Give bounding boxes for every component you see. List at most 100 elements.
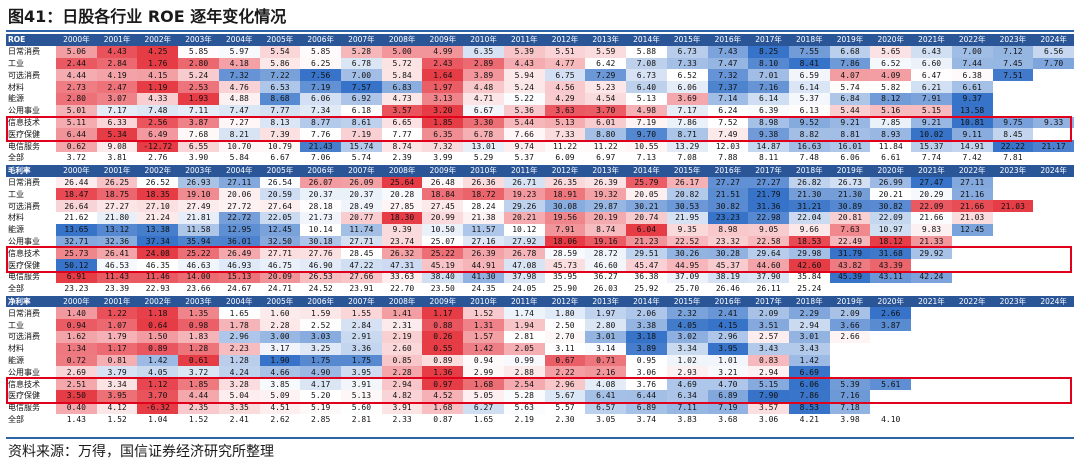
data-cell: 6.78 [341, 57, 382, 70]
data-cell: 8.61 [341, 116, 382, 129]
year-header: 2019年 [829, 164, 871, 177]
data-cell: 4.99 [422, 45, 464, 58]
data-cell [993, 343, 1034, 355]
year-header: 2008年 [381, 164, 423, 177]
data-cell: 3.51 [748, 319, 789, 331]
row-label: 医疗保健 [8, 391, 40, 401]
data-cell: 1.17 [422, 307, 464, 320]
data-cell [993, 378, 1034, 390]
data-cell [992, 413, 1034, 426]
data-cell: 4.44 [56, 69, 97, 82]
data-cell: 15.74 [341, 140, 382, 152]
data-cell: 7.33 [544, 128, 586, 141]
year-header: 2018年 [788, 295, 830, 308]
data-cell: 1.22 [96, 307, 138, 320]
data-cell: 30.18 [300, 235, 342, 248]
table-header-label: 净利率 [6, 295, 56, 308]
data-cell: 3.85 [259, 378, 301, 390]
data-cell: 2.28 [381, 366, 423, 379]
data-cell: 7.77 [259, 104, 301, 117]
data-cell: 2.81 [503, 330, 545, 343]
data-cell: 4.21 [788, 413, 830, 426]
data-cell: 7.48 [788, 151, 830, 164]
data-cell: 3.30 [463, 116, 504, 129]
data-cell [1033, 81, 1074, 93]
table-header-label: ROE [6, 34, 56, 46]
data-cell: 2.29 [788, 307, 830, 320]
data-cell: 8.93 [870, 128, 912, 141]
data-cell: 0.83 [748, 354, 789, 367]
data-cell: 1.28 [218, 354, 260, 367]
data-cell: 6.69 [788, 366, 830, 379]
data-cell: 26.25 [96, 176, 138, 189]
data-cell: 20.19 [585, 211, 627, 224]
data-cell [993, 319, 1034, 331]
data-cell: 22.52 [666, 235, 708, 248]
data-cell [1033, 69, 1074, 81]
year-header: 2009年 [422, 34, 464, 46]
data-cell [1033, 188, 1074, 200]
data-cell [1033, 128, 1074, 140]
data-cell: 21.17 [1033, 140, 1074, 152]
data-cell: 2.53 [178, 81, 219, 93]
data-cell: 3.66 [829, 319, 871, 331]
data-cell: 8.71 [666, 128, 708, 141]
data-cell: 7.66 [503, 128, 545, 141]
table-row: 电信服务 6.91 11.43 11.46 14.00 15.13 20.09 26.53 27… [6, 270, 1074, 283]
data-cell: 47.08 [503, 259, 545, 271]
data-cell: 26.44 [56, 176, 97, 189]
data-cell: 6.53 [259, 81, 301, 93]
year-header: 2018年 [788, 34, 830, 46]
data-cell: 21.24 [137, 211, 179, 224]
data-cell: 2.28 [259, 319, 301, 331]
data-cell: 6.92 [341, 92, 382, 105]
data-cell: 6.52 [870, 57, 912, 70]
data-cell: 5.09 [259, 389, 301, 402]
data-cell [911, 331, 952, 343]
data-cell: 7.55 [788, 45, 830, 58]
data-cell: 21.33 [911, 235, 952, 248]
data-cell [1033, 247, 1074, 259]
data-cell: 5.04 [218, 389, 260, 402]
data-cell: 2.96 [544, 378, 586, 390]
data-cell: 0.97 [422, 378, 464, 390]
data-cell: 7.81 [992, 151, 1034, 164]
data-cell: 6.27 [463, 401, 504, 414]
data-cell: 0.88 [422, 319, 464, 331]
data-cell: 37.34 [137, 235, 179, 248]
data-cell: 1.40 [56, 307, 97, 320]
data-cell: 5.34 [96, 128, 138, 141]
year-header: 2000年 [56, 34, 97, 46]
table-row: 全部 1.43 1.52 1.04 1.52 2.41 2.62 2.85 2.81 2.33 0.… [6, 413, 1074, 426]
data-cell: 4.82 [381, 389, 423, 402]
table-row: 公用事业 2.69 3.79 4.05 3.72 4.24 4.66 4.90 3.95 2.28… [6, 366, 1074, 379]
data-cell: 6.18 [341, 104, 382, 117]
data-cell: 4.73 [381, 92, 423, 105]
heatmap-table: ROE 2000年 2001年 2002年 2003年 2004年 2005年 2006年 20… [6, 34, 1074, 164]
data-cell: 6.83 [381, 81, 423, 93]
data-cell [993, 188, 1034, 200]
data-cell: 6.65 [381, 116, 423, 129]
data-cell: 5.85 [178, 45, 219, 58]
data-cell: 2.50 [544, 319, 586, 331]
data-cell: 26.53 [300, 270, 342, 283]
table-row: 日常消费 1.40 1.22 1.18 1.35 1.65 1.60 1.59 1.55 1.41… [6, 307, 1074, 320]
data-cell: 2.31 [381, 319, 423, 331]
data-cell: 13.01 [463, 140, 504, 152]
data-cell: 10.02 [911, 128, 952, 141]
data-cell: 2.62 [259, 413, 301, 426]
data-cell: 11.57 [463, 223, 504, 236]
row-label: 材料 [8, 344, 24, 354]
data-cell: 21.38 [463, 211, 504, 224]
table-row: 能源 2.80 3.07 4.33 1.93 4.88 8.68 6.06 6.92 4.73 3.… [6, 92, 1074, 105]
data-cell: 1.50 [137, 330, 179, 343]
row-label: 日常消费 [8, 47, 40, 57]
year-header: 2015年 [666, 164, 708, 177]
data-cell: 7.37 [707, 81, 749, 93]
data-cell: 2.70 [544, 330, 586, 343]
data-cell [952, 247, 993, 259]
data-cell: 5.44 [829, 104, 871, 117]
data-cell: 3.76 [626, 378, 667, 390]
data-cell: 25.07 [422, 235, 464, 248]
data-cell: 8.82 [788, 128, 830, 141]
